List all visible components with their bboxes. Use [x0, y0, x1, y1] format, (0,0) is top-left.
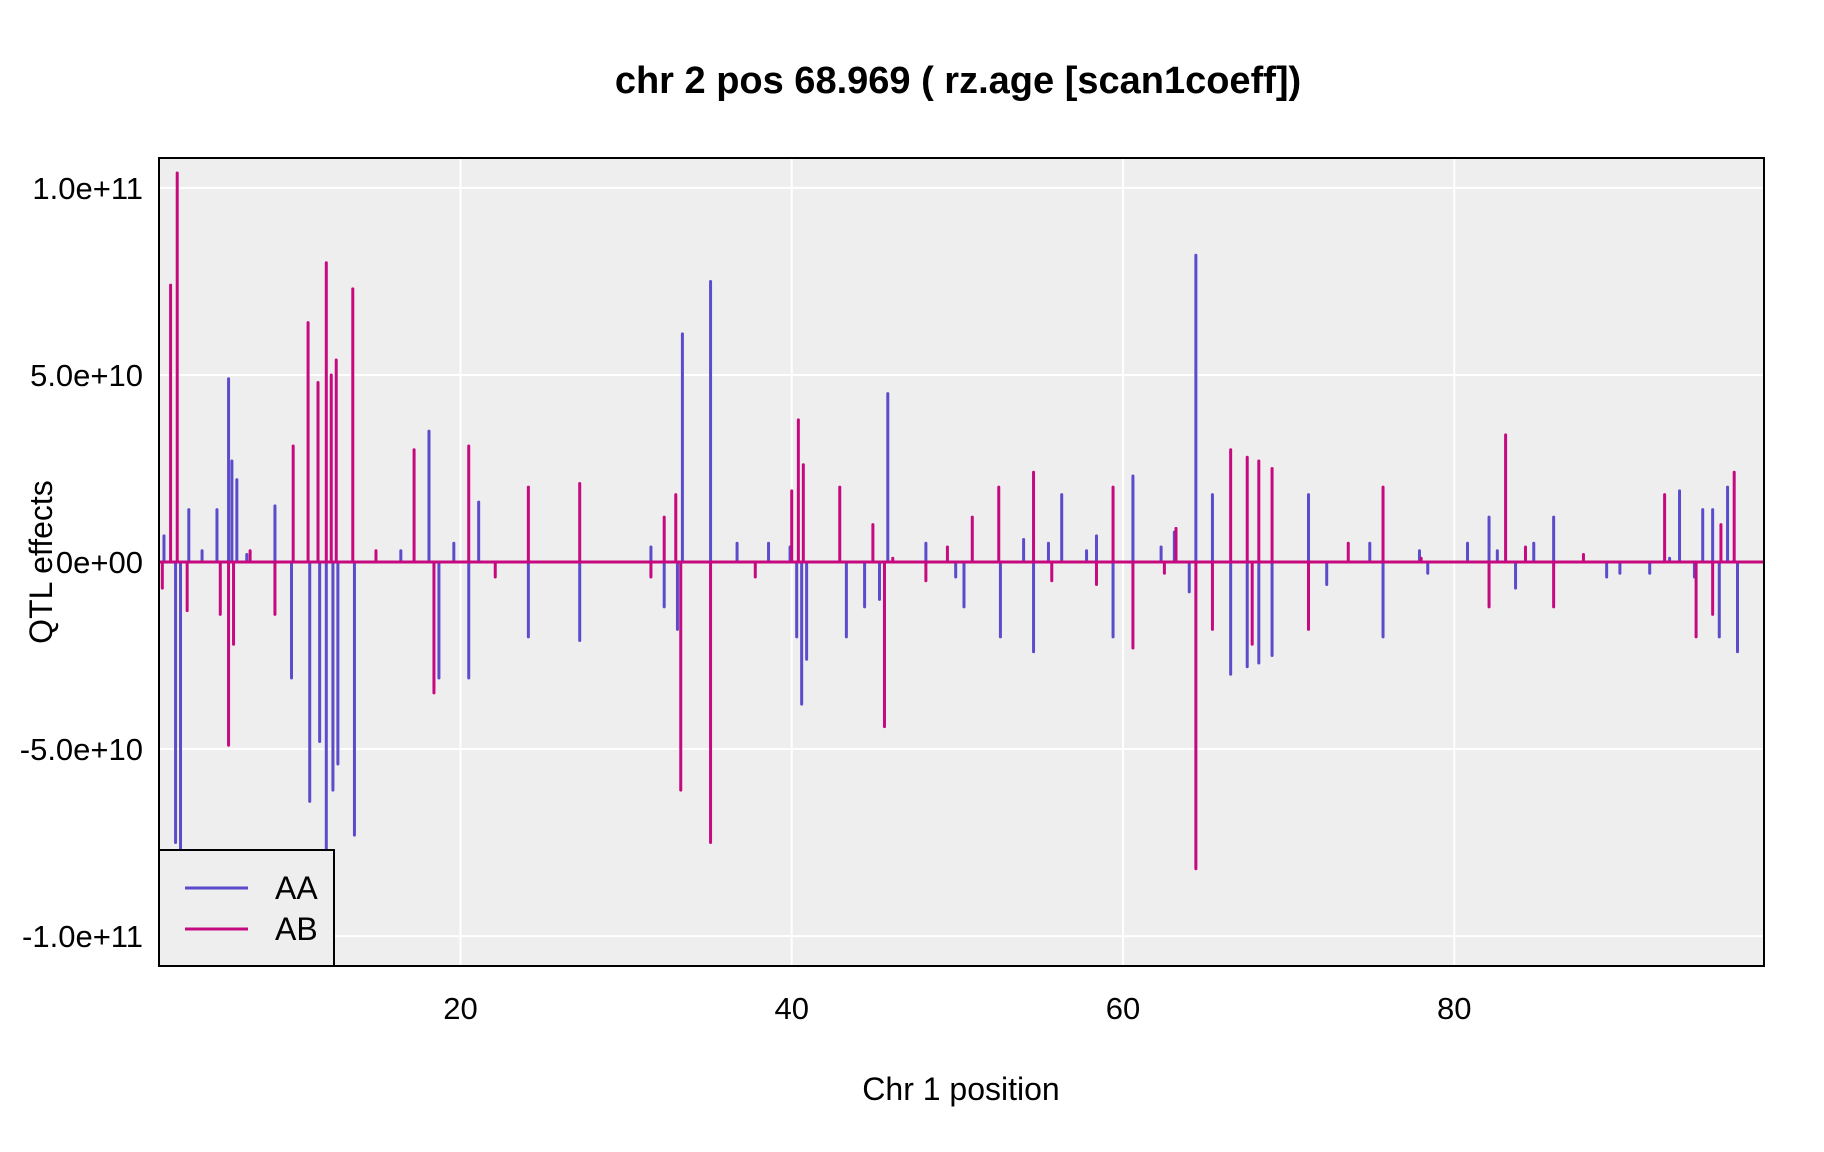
- series-layer: [159, 171, 1764, 871]
- x-tick-label: 20: [443, 991, 477, 1026]
- y-tick-label: -1.0e+11: [22, 919, 143, 954]
- x-axis-ticks: 20 40 60 80: [443, 991, 1471, 1026]
- legend: AA AB: [158, 849, 335, 967]
- chart-title: chr 2 pos 68.969 ( rz.age [scan1coeff]): [615, 60, 1301, 102]
- x-tick-label: 40: [774, 991, 808, 1026]
- y-tick-label: -5.0e+10: [20, 732, 143, 767]
- plot-border: [158, 157, 1765, 967]
- x-axis-label: Chr 1 position: [862, 1071, 1059, 1107]
- y-tick-label: 0e+00: [56, 545, 143, 580]
- legend-label-aa: AA: [275, 870, 318, 906]
- series-ab: [159, 171, 1764, 871]
- y-axis-ticks: 1.0e+11 5.0e+10 0e+00 -5.0e+10 -1.0e+11: [20, 171, 143, 954]
- y-tick-label: 1.0e+11: [32, 171, 143, 206]
- series-aa: [159, 253, 1764, 856]
- x-tick-label: 60: [1106, 991, 1140, 1026]
- y-tick-label: 5.0e+10: [30, 358, 143, 393]
- legend-box: [158, 849, 335, 967]
- x-tick-label: 80: [1437, 991, 1471, 1026]
- legend-label-ab: AB: [275, 911, 318, 947]
- y-axis-label: QTL effects: [23, 480, 59, 644]
